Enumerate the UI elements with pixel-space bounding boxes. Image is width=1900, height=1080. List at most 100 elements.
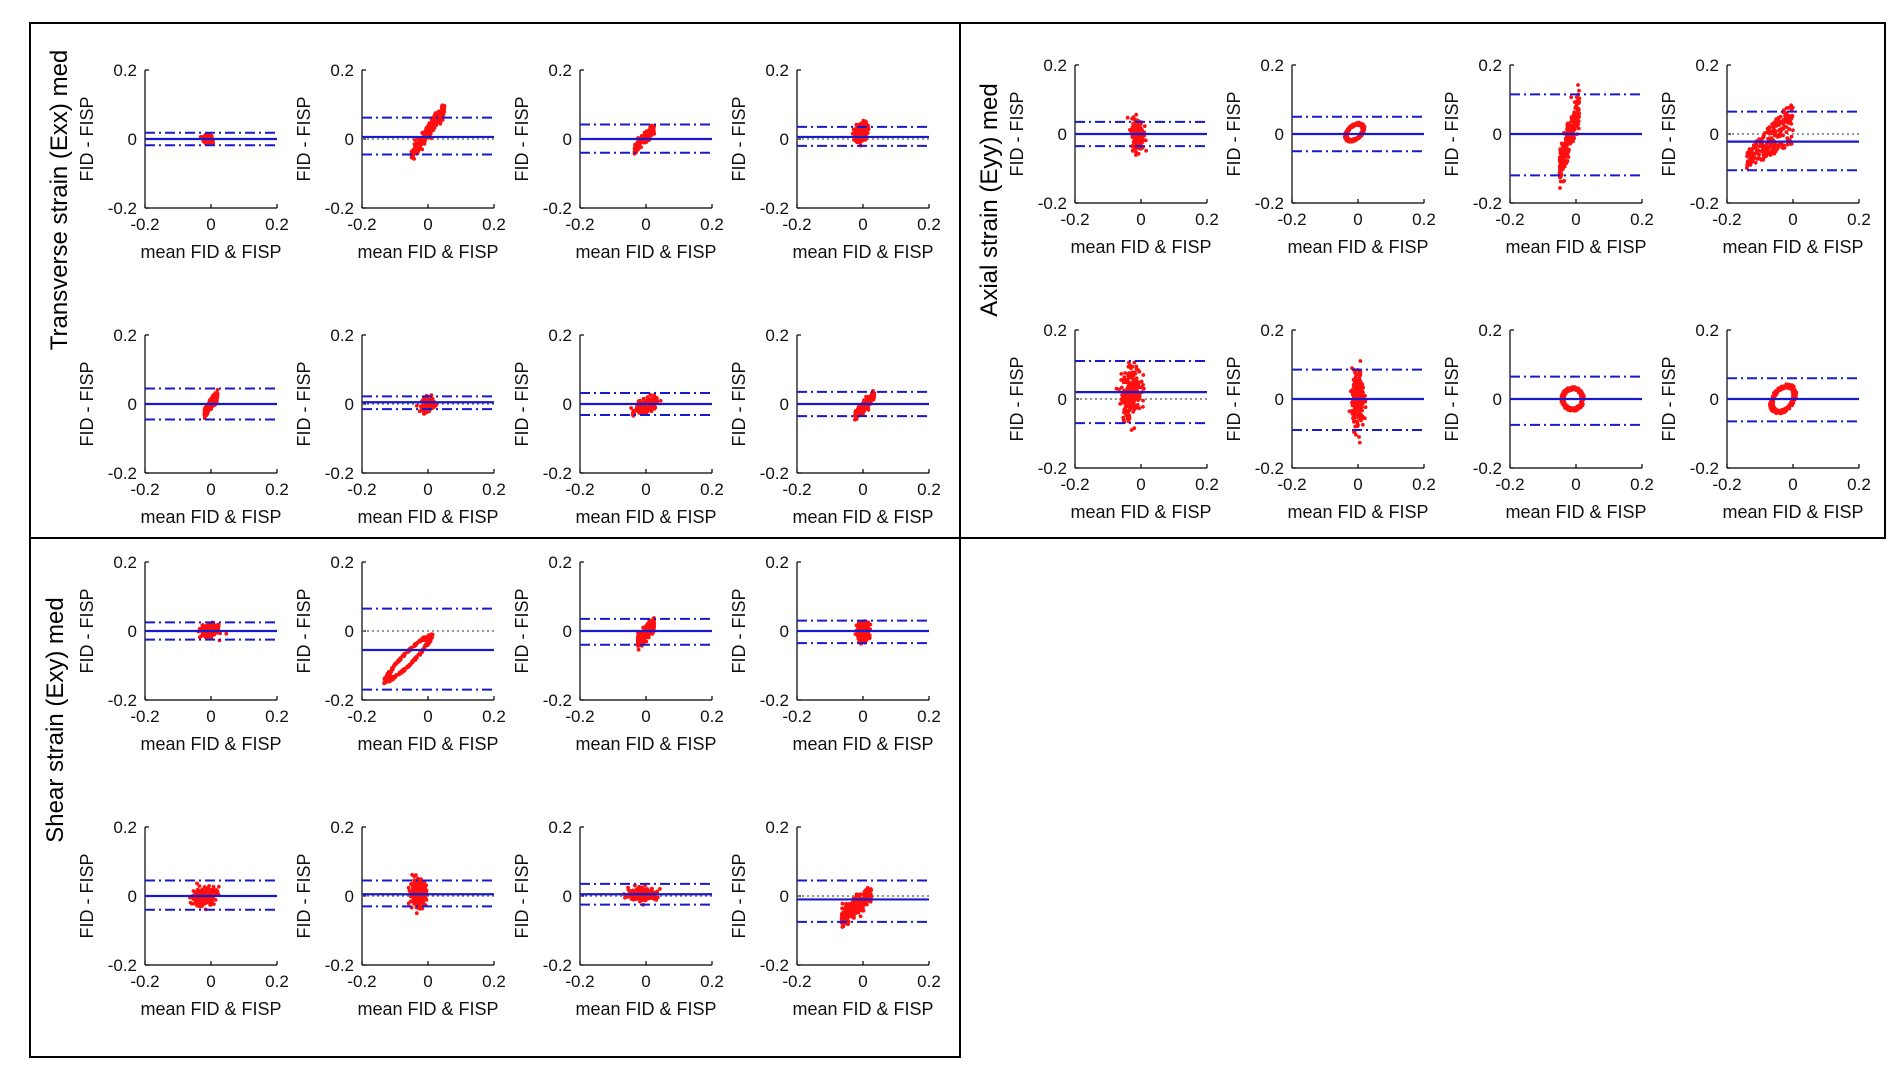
exx-plot-5-point — [210, 399, 215, 404]
eyy-plot-8-xtick-label: 0 — [1788, 475, 1797, 494]
eyy-plot-4-point — [1784, 130, 1789, 135]
eyy-plot-4-xlabel: mean FID & FISP — [1722, 237, 1863, 257]
exx-plot-5-xtick-label: 0 — [206, 480, 215, 499]
eyy-plot-6-point — [1358, 374, 1362, 378]
eyy-plot-3-point — [1559, 167, 1564, 172]
eyy-plot-2-points — [1343, 120, 1367, 144]
exy-plot-2-xtick-label: 0 — [423, 707, 432, 726]
eyy-plot-5-points — [1114, 360, 1146, 432]
eyy-plot-5-point — [1125, 416, 1130, 421]
exx-plot-1-xtick-label: 0 — [206, 215, 215, 234]
eyy-plot-5-point — [1137, 397, 1141, 402]
eyy-plot-7-xtick-label: 0.2 — [1630, 475, 1654, 494]
eyy-plot-2-xlabel: mean FID & FISP — [1287, 237, 1428, 257]
exx-plot-2-point — [428, 131, 433, 136]
eyy-plot-3-point — [1572, 136, 1577, 141]
eyy-plot-5-point — [1122, 407, 1127, 411]
eyy-plot-1-ylabel: FID - FISP — [1007, 92, 1027, 177]
exx-plot-3-xtick-label: 0 — [641, 215, 650, 234]
exy-plot-1-point — [197, 635, 202, 639]
exx-plot-4-point — [858, 141, 862, 145]
eyy-plot-4-ylabel: FID - FISP — [1659, 92, 1679, 177]
exx-plot-7-point — [644, 410, 649, 415]
eyy-plot-4-point — [1757, 156, 1761, 161]
exx-plot-7-xtick-label: -0.2 — [565, 480, 594, 499]
eyy-plot-5-ytick-label: 0 — [1058, 390, 1067, 409]
eyy-plot-4-point — [1775, 123, 1780, 127]
eyy-plot-6-point — [1357, 440, 1362, 445]
eyy-plot-6-points — [1347, 359, 1368, 445]
eyy-plot-1-point — [1142, 124, 1147, 128]
exx-plot-5-ytick-label: 0.2 — [113, 326, 137, 345]
eyy-plot-8-point — [1772, 392, 1777, 397]
eyy-plot-6-point — [1350, 410, 1354, 414]
exx-plot-6-point — [431, 404, 435, 409]
exx-plot-4-point — [853, 130, 857, 135]
exx-plot-2-point — [417, 141, 422, 146]
exy-plot-2-xlabel: mean FID & FISP — [357, 734, 498, 754]
exy-plot-2-point — [396, 672, 401, 677]
exy-plot-4-ytick-label: 0.2 — [765, 553, 789, 572]
exy-plot-1-ytick-label: 0.2 — [113, 553, 137, 572]
exx-plot-4-xlabel: mean FID & FISP — [792, 242, 933, 262]
exx-plot-5-point — [205, 409, 210, 414]
exy-plot-3-point — [646, 635, 651, 640]
eyy-plot-5-point — [1129, 386, 1134, 391]
eyy-plot-6-point — [1358, 359, 1363, 363]
plots-layer: 0.2 0 -0.2 -0.2 0 0.2 mean FID & FISP FID - FIS… — [77, 56, 1871, 1019]
eyy-plot-5-point — [1133, 377, 1138, 382]
exy-plot-1-xlabel: mean FID & FISP — [140, 734, 281, 754]
eyy-plot-5-point — [1141, 405, 1145, 409]
eyy-plot-2-ylabel: FID - FISP — [1224, 92, 1244, 177]
eyy-plot-4-point — [1790, 105, 1795, 110]
eyy-plot-1-xtick-label: 0 — [1136, 210, 1145, 229]
eyy-plot-6-xtick-label: 0 — [1353, 475, 1362, 494]
eyy-plot-6-point — [1353, 371, 1357, 375]
eyy-plot-6-point — [1360, 422, 1365, 427]
eyy-plot-1-point — [1133, 148, 1138, 153]
eyy-plot-1-ytick-label: 0 — [1058, 125, 1067, 144]
exx-plot-6-point — [423, 403, 428, 407]
exx-plot-2-xlabel: mean FID & FISP — [357, 242, 498, 262]
eyy-plot-7-point — [1579, 403, 1584, 408]
eyy-plot-6-point — [1353, 424, 1358, 429]
eyy-plot-1-xtick-label: 0.2 — [1195, 210, 1219, 229]
eyy-plot-3-point — [1558, 179, 1563, 184]
eyy-plot-6-ytick-label: 0 — [1275, 390, 1284, 409]
exx-plot-7-points — [629, 393, 663, 418]
exx-plot-7-xtick-label: 0 — [641, 480, 650, 499]
exx-plot-2-point — [423, 128, 428, 133]
exx-plot-2-ylabel: FID - FISP — [294, 97, 314, 182]
eyy-plot-4-point — [1764, 154, 1768, 159]
exx-plot-6-xlabel: mean FID & FISP — [357, 507, 498, 527]
eyy-plot-7-point — [1559, 393, 1564, 398]
eyy-plot-4-point — [1786, 121, 1791, 125]
exx-plot-5-xtick-label: -0.2 — [130, 480, 159, 499]
eyy-plot-4-point — [1770, 122, 1774, 127]
eyy-plot-6-point — [1363, 405, 1368, 410]
exy-plot-1-point — [200, 623, 205, 627]
eyy-plot-5-xlabel: mean FID & FISP — [1070, 502, 1211, 522]
eyy-plot-8-point — [1777, 386, 1782, 391]
exx-plot-8-point — [869, 397, 874, 402]
eyy-plot-2-point — [1356, 123, 1360, 127]
exx-plot-2-point — [420, 137, 424, 141]
eyy-plot-4-point — [1751, 146, 1756, 150]
eyy-plot-3-point — [1558, 186, 1562, 190]
eyy-plot-6-point — [1350, 400, 1354, 405]
eyy-plot-2-ytick-label: 0 — [1275, 125, 1284, 144]
eyy-plot-1-xlabel: mean FID & FISP — [1070, 237, 1211, 257]
eyy-plot-3-point — [1560, 143, 1565, 148]
eyy-plot-3-point — [1576, 83, 1580, 87]
exx-plot-6-xtick-label: 0.2 — [482, 480, 506, 499]
exx-plot-5-xlabel: mean FID & FISP — [140, 507, 281, 527]
eyy-plot-3-points — [1557, 83, 1582, 190]
exx-plot-7-point — [652, 407, 657, 411]
exx-plot-3-ytick-label: 0.2 — [548, 61, 572, 80]
exx-plot-8-xtick-label: 0.2 — [917, 480, 941, 499]
